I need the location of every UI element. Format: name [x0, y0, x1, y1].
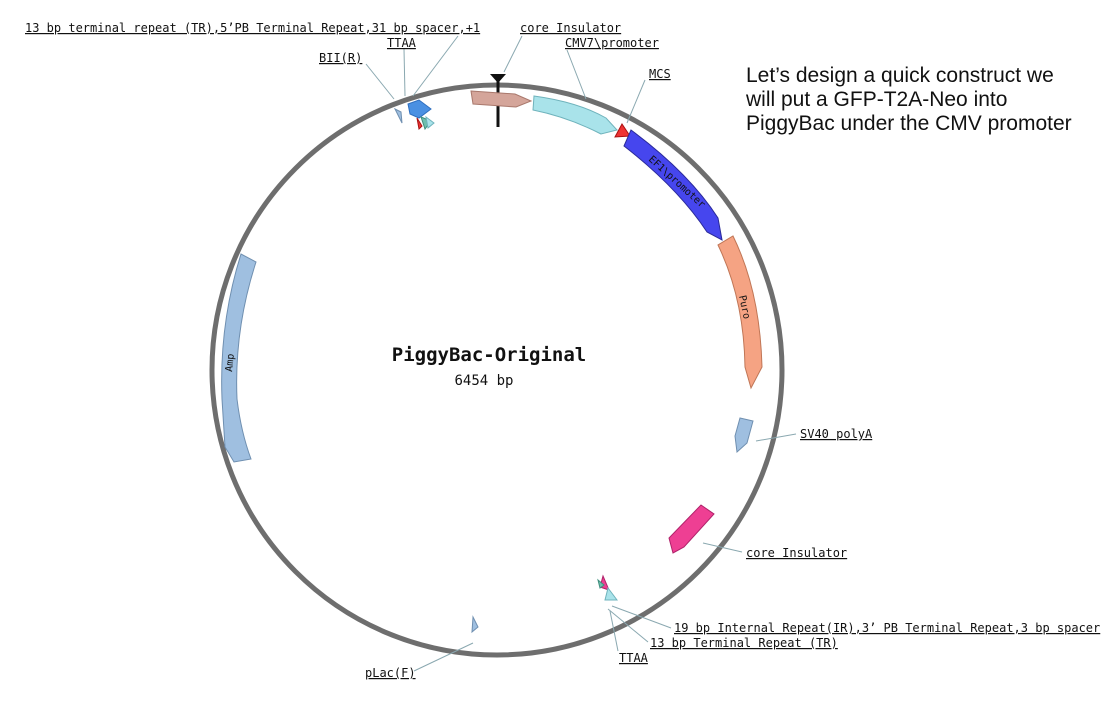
label-sv40-polya[interactable]: SV40 polyA: [800, 427, 873, 441]
label-core-insulator-bottom[interactable]: core Insulator: [746, 546, 847, 560]
label-cmv-promoter[interactable]: CMV7\promoter: [565, 36, 659, 50]
plasmid-length: 6454 bp: [454, 373, 513, 389]
leader-plac: [413, 642, 474, 672]
feature-cmv-promoter[interactable]: [532, 95, 618, 135]
label-plac[interactable]: pLac(F): [365, 666, 416, 680]
feature-ttaa-top[interactable]: [416, 117, 423, 131]
leader-tr5: [412, 35, 459, 97]
label-tr5-pb-spacer[interactable]: 13 bp terminal repeat (TR),5’PB Terminal…: [25, 21, 480, 35]
feature-mcs[interactable]: [614, 123, 631, 138]
leader-cmv: [566, 49, 587, 100]
feature-puro[interactable]: [717, 235, 763, 390]
feature-tr-bottom[interactable]: [597, 578, 605, 589]
feature-plac[interactable]: [471, 615, 479, 634]
leader-core-insulator-top: [503, 35, 523, 73]
label-ttaa-bottom[interactable]: TTAA: [619, 651, 649, 665]
feature-bii[interactable]: [393, 107, 403, 124]
plasmid-name: PiggyBac-Original: [392, 344, 586, 366]
label-core-insulator-top[interactable]: core Insulator: [520, 21, 621, 35]
annotation-note: Let’s design a quick construct we will p…: [746, 64, 1072, 135]
feature-ttaa-bottom[interactable]: [604, 586, 618, 601]
leader-ttaa-bottom: [609, 610, 619, 652]
feature-amp[interactable]: [221, 253, 257, 463]
leader-bii: [365, 63, 395, 100]
feature-sv40-polya[interactable]: [734, 417, 754, 454]
label-bii[interactable]: BII(R): [319, 51, 362, 65]
puro-label: Puro: [736, 294, 752, 320]
leader-tr-bottom: [607, 608, 649, 643]
leader-sv40: [755, 433, 797, 442]
feature-ef1-promoter[interactable]: [623, 129, 723, 241]
label-tr-bottom[interactable]: 13 bp Terminal Repeat (TR): [650, 636, 838, 650]
leader-ttaa-top: [403, 48, 406, 97]
feature-core-insulator-top[interactable]: [470, 90, 533, 108]
leader-ir3: [611, 605, 672, 629]
amp-label: Amp: [224, 353, 237, 372]
feature-core-insulator-bottom[interactable]: [668, 504, 715, 554]
label-ir-3pb-spacer[interactable]: 19 bp Internal Repeat(IR),3’ PB Terminal…: [674, 621, 1100, 635]
feature-plus1-top[interactable]: [425, 115, 435, 129]
ef1-promoter-label: EF1\promoter: [646, 154, 707, 211]
label-mcs[interactable]: MCS: [649, 67, 671, 81]
leader-mcs: [626, 79, 646, 124]
feature-tr-5pb[interactable]: [407, 99, 432, 119]
label-ttaa-top[interactable]: TTAA: [387, 36, 417, 50]
plasmid-backbone: [209, 82, 785, 658]
leader-core-insulator-bottom: [702, 542, 743, 553]
